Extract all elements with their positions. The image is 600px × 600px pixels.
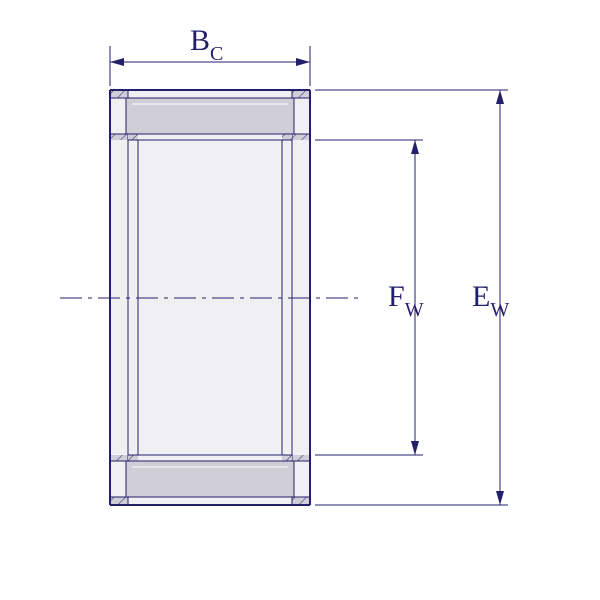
dimension-label-fw: FW (388, 280, 424, 316)
bearing-diagram: BC FW EW (0, 0, 600, 600)
ew-sub: W (490, 299, 509, 321)
drawing-svg (0, 0, 600, 600)
ew-main: E (472, 280, 490, 313)
bc-sub: C (210, 43, 223, 65)
dimension-label-ew: EW (472, 280, 509, 316)
bc-main: B (190, 24, 210, 57)
fw-main: F (388, 280, 405, 313)
fw-sub: W (405, 299, 424, 321)
dimension-label-bc: BC (190, 24, 223, 60)
